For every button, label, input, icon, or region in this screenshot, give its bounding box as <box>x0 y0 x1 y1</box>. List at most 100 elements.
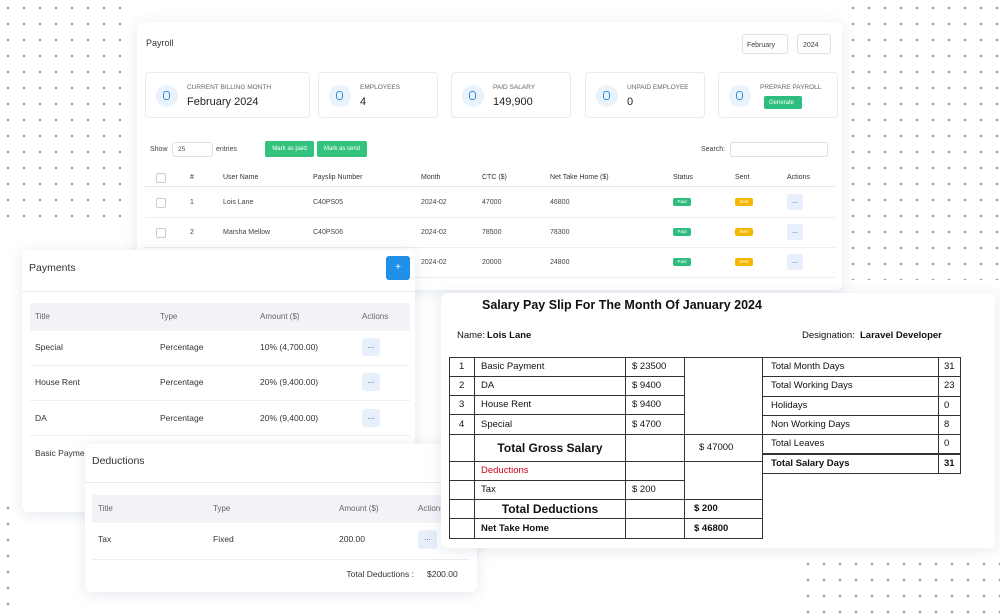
table-cell: 46800 <box>550 198 570 206</box>
slip-cell: DA <box>474 376 626 396</box>
stat-label: PAID SALARY <box>493 84 536 91</box>
slip-cell: Holidays <box>762 395 939 416</box>
status-badge: Paid <box>673 198 691 206</box>
dot-pattern <box>800 556 1000 614</box>
table-cell: 24800 <box>550 258 570 266</box>
row-action-button[interactable]: ... <box>787 194 803 210</box>
button-text: ... <box>367 341 375 350</box>
slip-cell: 3 <box>449 395 475 415</box>
table-cell: C40PS06 <box>313 228 343 236</box>
slip-cell <box>684 461 763 500</box>
row-action-button[interactable]: ... <box>362 409 380 427</box>
slip-cell: Total Gross Salary <box>474 434 626 462</box>
row-action-button[interactable]: ... <box>362 373 380 391</box>
slip-cell <box>449 480 475 500</box>
slip-cell: Tax <box>474 480 626 500</box>
stat-icon-glyph <box>736 91 743 100</box>
slip-cell <box>625 434 685 462</box>
table-cell: Percentage <box>160 376 204 387</box>
slip-cell <box>625 518 685 539</box>
divider <box>85 482 477 483</box>
action-button[interactable]: Mark as paid <box>265 141 314 157</box>
stat-value: 149,900 <box>493 96 533 108</box>
table-cell: 78300 <box>550 228 570 236</box>
card-title: Payroll <box>146 38 174 48</box>
column-header: Title <box>98 504 113 513</box>
slip-cell: $ 46800 <box>684 518 763 539</box>
row-action-button[interactable]: ... <box>787 224 803 240</box>
stat-value: 0 <box>627 96 634 108</box>
slip-cell: 8 <box>938 414 961 436</box>
month-select[interactable]: February <box>742 34 788 54</box>
payroll-card: Payroll February 2024 CURRENT BILLING MONTH… <box>137 22 842 290</box>
table-cell: Percentage <box>160 341 204 352</box>
table-cell: 20% (9,400.00) <box>260 376 319 387</box>
sent-badge: Sent <box>735 198 753 206</box>
total-value: $200.00 <box>427 569 458 579</box>
generate-button[interactable]: Generate <box>764 96 802 109</box>
header-checkbox[interactable] <box>156 173 166 183</box>
row-action-button[interactable]: ... <box>418 529 437 549</box>
search-input[interactable] <box>730 142 828 157</box>
select-text: 25 <box>178 146 186 153</box>
button-text: ... <box>424 533 431 542</box>
table-cell: 10% (4,700.00) <box>260 341 319 352</box>
row-line <box>145 217 835 218</box>
column-header: Status <box>673 174 693 181</box>
badge-text: Sent <box>739 259 749 264</box>
year-select[interactable]: 2024 <box>797 34 831 54</box>
show-label: Show <box>150 146 168 153</box>
stat-box: CURRENT BILLING MONTH February 2024 <box>145 72 310 118</box>
row-action-button[interactable]: ... <box>362 338 380 356</box>
stat-icon-glyph <box>336 91 343 100</box>
table-cell: 2024-02 <box>421 258 447 266</box>
designation-label: Designation: <box>802 330 855 341</box>
slip-cell: 2 <box>449 376 475 396</box>
stat-icon-glyph <box>469 91 476 100</box>
row-line <box>30 435 410 436</box>
slip-cell: Total Leaves <box>762 434 939 455</box>
stat-label: PREPARE PAYROLL <box>760 84 822 91</box>
total-label: Total Deductions : <box>346 569 414 579</box>
stat-icon-glyph <box>603 91 610 100</box>
table-cell: House Rent <box>35 376 80 387</box>
stat-label: CURRENT BILLING MONTH <box>187 84 272 91</box>
table-cell: Tax <box>98 533 112 544</box>
row-checkbox[interactable] <box>156 198 166 208</box>
column-header: Actions <box>418 504 445 513</box>
slip-cell: Basic Payment <box>474 357 626 377</box>
stat-icon-glyph <box>163 91 170 100</box>
page-size-select[interactable]: 25 <box>172 142 213 157</box>
add-button[interactable]: + <box>386 256 410 280</box>
row-line <box>30 365 410 366</box>
column-header: Title <box>35 312 50 321</box>
stat-box: UNPAID EMPLOYEE 0 <box>585 72 705 118</box>
stat-icon <box>329 85 351 107</box>
stat-value: 4 <box>360 96 367 108</box>
column-header: Net Take Home ($) <box>550 174 609 181</box>
table-cell: Marsha Mellow <box>223 228 271 236</box>
slip-cell: 0 <box>938 395 961 416</box>
action-button[interactable]: Mark as send <box>317 141 367 157</box>
table-header-bg <box>30 303 410 331</box>
table-cell: 1 <box>190 198 194 206</box>
table-cell: Fixed <box>213 533 234 544</box>
slip-cell <box>449 461 475 481</box>
search-label: Search: <box>701 146 726 153</box>
stat-value: February 2024 <box>187 96 259 108</box>
stat-icon <box>156 85 178 107</box>
row-checkbox[interactable] <box>156 228 166 238</box>
column-header: CTC ($) <box>482 174 507 181</box>
slip-cell: 0 <box>938 434 961 455</box>
button-text: Mark as paid <box>272 146 307 152</box>
column-header: User Name <box>223 174 259 181</box>
button-text: + <box>395 262 401 273</box>
stat-icon <box>596 85 618 107</box>
stat-icon <box>729 85 751 107</box>
table-cell: 2024-02 <box>421 228 447 236</box>
button-text: Mark as send <box>323 146 360 152</box>
slip-cell: 31 <box>938 357 961 378</box>
table-cell: Lois Lane <box>223 198 254 206</box>
designation-value: Laravel Developer <box>860 330 942 341</box>
row-action-button[interactable]: ... <box>787 254 803 270</box>
